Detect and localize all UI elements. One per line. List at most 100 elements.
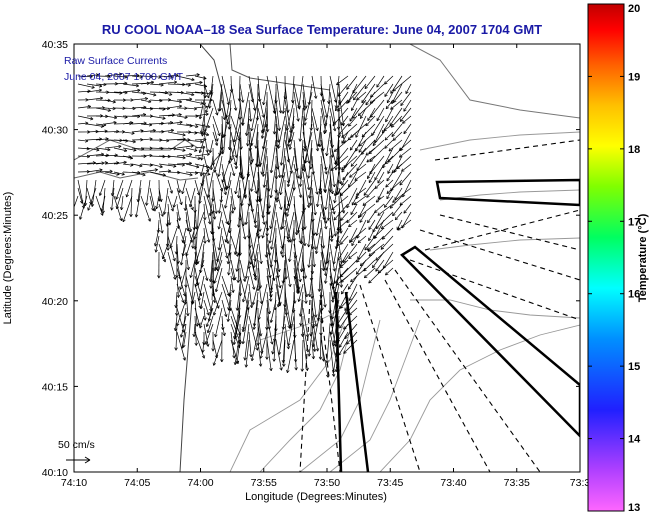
current-vector [77, 122, 89, 125]
current-vector [339, 315, 349, 329]
current-vector [254, 195, 259, 224]
current-vector-head [149, 153, 153, 156]
current-vector [131, 106, 147, 109]
current-vector-head [368, 227, 372, 230]
current-vector-head [308, 353, 312, 357]
current-vector-head [312, 348, 316, 352]
current-vector-head [321, 358, 324, 362]
current-vector-head [85, 140, 89, 143]
current-vector-head [272, 358, 275, 362]
current-vector [218, 155, 223, 177]
current-vector-head [240, 146, 243, 150]
current-vector-head [227, 252, 230, 256]
current-vector-head [338, 134, 341, 138]
current-vector-head [131, 133, 135, 135]
current-vector [377, 171, 385, 184]
current-vector [95, 107, 111, 111]
current-vector [284, 243, 287, 280]
current-vector [185, 251, 189, 270]
current-vector-head [176, 312, 179, 316]
current-vector [266, 171, 270, 209]
current-vector [311, 227, 317, 250]
current-vector-head [125, 140, 129, 143]
current-vector-head [231, 277, 235, 281]
current-vector [122, 171, 141, 174]
current-vector [382, 251, 394, 269]
current-vector-head [399, 182, 401, 186]
current-vector-head [253, 220, 256, 224]
current-vector-head [233, 139, 237, 143]
current-vector-head [171, 113, 175, 116]
current-vector [203, 203, 206, 221]
current-vector-head [219, 132, 221, 136]
current-vector-head [323, 98, 326, 102]
current-vector [302, 171, 310, 208]
current-vector [367, 163, 376, 179]
current-vector-head [300, 194, 303, 198]
current-vector [244, 323, 250, 361]
current-vector-head [85, 139, 89, 142]
current-vector-head [182, 253, 185, 257]
current-vector-head [169, 92, 173, 95]
current-vector [230, 115, 241, 141]
current-vector-head [350, 164, 354, 167]
current-vector [113, 171, 125, 175]
current-vector-head [248, 173, 251, 177]
current-vector [77, 115, 94, 120]
current-vector [104, 145, 122, 149]
current-vector [158, 163, 177, 167]
lane-boundary-dashed [419, 229, 580, 281]
current-vector-head [226, 185, 228, 189]
current-vector [284, 323, 289, 350]
colorbar-tick-label: 14 [628, 434, 641, 446]
current-vector [293, 83, 300, 110]
current-vector [181, 323, 187, 349]
current-vector-head [367, 221, 371, 224]
current-vector-head [179, 121, 183, 125]
current-vector [104, 162, 120, 165]
current-vector-head [123, 160, 127, 163]
current-vector-head [207, 153, 210, 157]
current-vector [275, 339, 282, 371]
current-vector-head [162, 116, 166, 119]
current-vector [293, 307, 296, 338]
current-vector-head [317, 191, 319, 195]
current-vector-head [333, 162, 337, 166]
current-vector [185, 147, 198, 152]
current-vector-head [233, 277, 236, 281]
current-vector [193, 211, 205, 240]
current-vector [194, 138, 207, 141]
current-vector [176, 243, 179, 264]
current-vector [324, 163, 331, 192]
current-vector [320, 275, 326, 308]
current-vector-head [251, 188, 254, 192]
current-vector-head [265, 356, 268, 360]
current-vector-head [381, 225, 383, 229]
current-vector-head [339, 167, 342, 171]
current-vector-head [334, 282, 338, 284]
current-vector-head [215, 334, 218, 338]
current-vector [122, 115, 140, 117]
current-vector-head [234, 207, 237, 211]
current-vector-head [169, 222, 172, 226]
current-vector-head [341, 166, 343, 170]
current-vector-head [121, 207, 124, 211]
current-vector-head [91, 87, 95, 89]
current-vector [384, 195, 394, 208]
scale-label: 50 cm/s [58, 439, 95, 451]
current-vector-head [337, 93, 339, 97]
current-vector [369, 91, 385, 104]
current-vector-head [229, 89, 232, 93]
current-vector-head [352, 91, 356, 94]
current-vector [140, 130, 156, 133]
current-vector-head [261, 300, 264, 304]
current-vector-head [196, 192, 200, 196]
current-vector-head [110, 193, 113, 197]
current-vector-head [345, 312, 349, 315]
current-vector-head [375, 227, 379, 229]
current-vector-head [184, 108, 188, 110]
current-vector [263, 83, 268, 105]
current-vector-head [333, 280, 336, 284]
current-vector [248, 99, 252, 122]
current-vector-head [392, 199, 395, 203]
